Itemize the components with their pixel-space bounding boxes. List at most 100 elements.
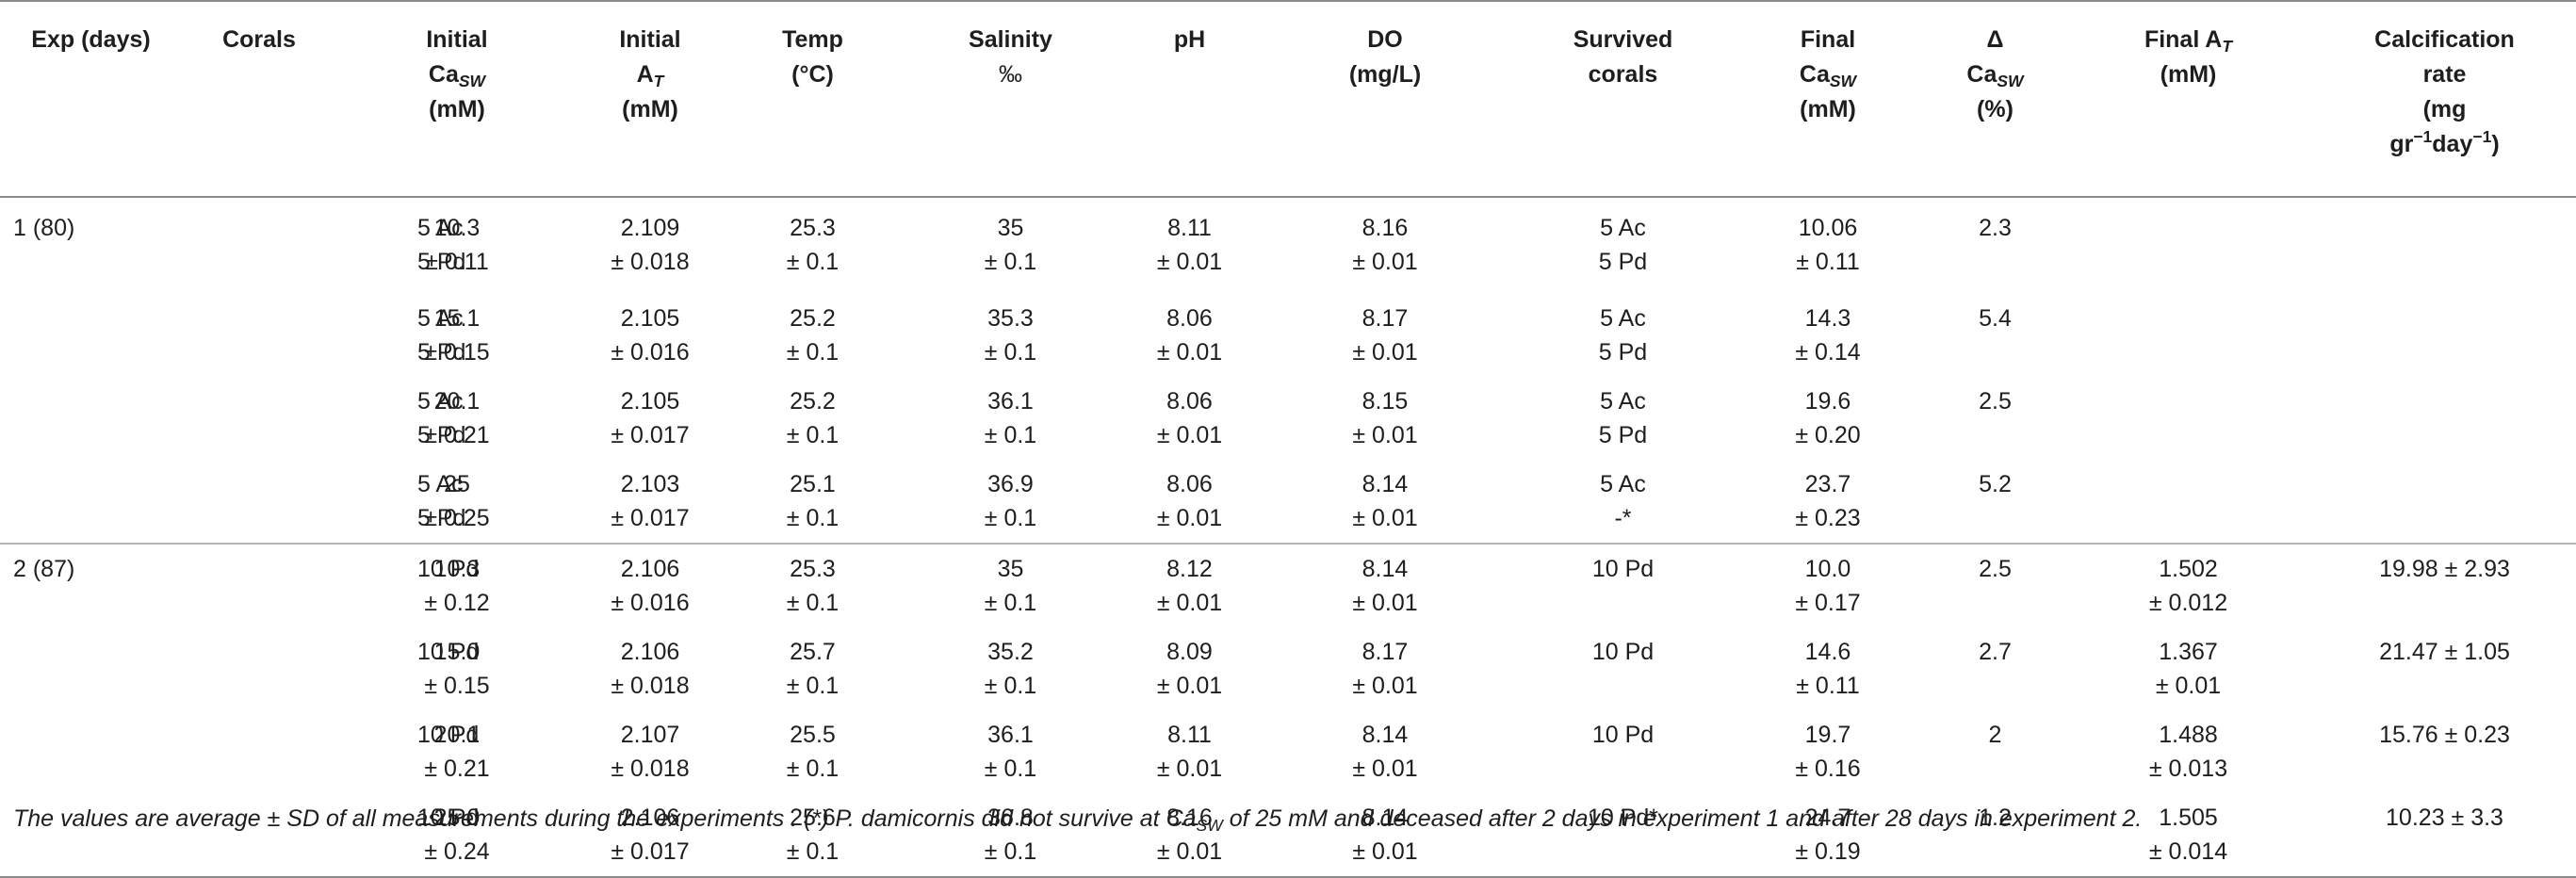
cell-do-line: 8.14 bbox=[1361, 805, 1409, 831]
table-body: 1 (80) 5 Ac 5 Pd 10.3 ± 0.11 2.109 ± 0.018 25.3… bbox=[0, 196, 2576, 878]
cell-survived-line: -* bbox=[1614, 505, 1632, 531]
cell-do-line: ± 0.01 bbox=[1352, 590, 1418, 616]
cell-initial-ca: 25 ± 0.25 bbox=[344, 460, 570, 544]
cell-calcification-rate: 21.47 ± 1.05 bbox=[2379, 639, 2510, 665]
table-row: 10 Pd 15.0 ± 0.15 2.106 ± 0.018 25.7 ± 0.1 35.2… bbox=[0, 627, 2576, 710]
cell-survived-line: 5 Pd bbox=[1598, 422, 1648, 448]
cell-survived-line: 5 Ac bbox=[1600, 471, 1646, 497]
cell-final-ca-line: 19.6 bbox=[1804, 388, 1851, 415]
cell-salinity-line: ± 0.1 bbox=[984, 505, 1037, 531]
cell-temp-line: 25.3 bbox=[790, 556, 836, 582]
cell-initial-at-line: 2.106 bbox=[620, 639, 680, 665]
cell-initial-ca: 15.0 ± 0.15 bbox=[344, 627, 570, 710]
cell-ph-line: 8.09 bbox=[1166, 639, 1213, 665]
cell-final-ca-line: 19.7 bbox=[1804, 722, 1851, 748]
header-salinity-line2: ‰ bbox=[999, 61, 1022, 88]
header-initial-at-line1: Initial bbox=[619, 26, 681, 53]
cell-salinity: 36.1 ± 0.1 bbox=[895, 710, 1126, 793]
cell-ph: 8.06 ± 0.01 bbox=[1126, 377, 1253, 460]
cell-final-ca: 10.06 ± 0.11 bbox=[1729, 196, 1927, 294]
cell-do-line: 8.16 bbox=[1361, 215, 1409, 241]
cell-initial-ca: 10.3 ± 0.11 bbox=[344, 196, 570, 294]
cell-corals: 10 Pd bbox=[417, 639, 480, 665]
cell-initial-ca-line: ± 0.21 bbox=[424, 756, 490, 782]
cell-salinity-line: 35 bbox=[997, 215, 1024, 241]
cell-ph-line: ± 0.01 bbox=[1156, 838, 1223, 865]
cell-do-line: ± 0.01 bbox=[1352, 422, 1418, 448]
header-final-at: Final AT (mM) bbox=[2063, 0, 2313, 198]
cell-do-line: 8.14 bbox=[1361, 471, 1409, 497]
cell-temp-line: 25.3 bbox=[790, 215, 836, 241]
cell-final-at-line: ± 0.013 bbox=[2148, 756, 2228, 782]
cell-salinity-line: ± 0.1 bbox=[984, 249, 1037, 275]
cell-initial-at-line: ± 0.017 bbox=[611, 838, 690, 865]
cell-final-ca: 19.6 ± 0.20 bbox=[1729, 377, 1927, 460]
cell-ph: 8.11 ± 0.01 bbox=[1126, 196, 1253, 294]
cell-salinity-line: 36.1 bbox=[987, 722, 1034, 748]
cell-salinity-line: ± 0.1 bbox=[984, 339, 1037, 366]
cell-survived-line: 5 Ac bbox=[1600, 215, 1646, 241]
cell-ph-line: ± 0.01 bbox=[1156, 422, 1223, 448]
header-temp-line1: Temp bbox=[782, 26, 843, 53]
cell-initial-at: 2.103 ± 0.017 bbox=[570, 460, 730, 544]
cell-initial-ca-line: ± 0.25 bbox=[424, 505, 490, 531]
cell-salinity-line: 36.1 bbox=[987, 388, 1034, 415]
cell-initial-at-line: 2.109 bbox=[620, 215, 680, 241]
cell-final-at-line: ± 0.012 bbox=[2148, 590, 2228, 616]
header-delta-ca-line2: CaSW bbox=[1966, 61, 2024, 90]
cell-temp-line: ± 0.1 bbox=[786, 590, 840, 616]
cell-final-ca: 10.0 ± 0.17 bbox=[1729, 543, 1927, 627]
cell-salinity: 35.3 ± 0.1 bbox=[895, 294, 1126, 377]
cell-do-line: ± 0.01 bbox=[1352, 249, 1418, 275]
cell-delta-ca: 5.4 bbox=[1979, 305, 2012, 332]
cell-do-line: 8.14 bbox=[1361, 722, 1409, 748]
header-ph: pH bbox=[1126, 0, 1253, 198]
cell-calcification-rate bbox=[2313, 196, 2576, 294]
cell-initial-at-line: 2.105 bbox=[620, 388, 680, 415]
cell-ph-line: 8.16 bbox=[1166, 805, 1213, 831]
cell-initial-at-line: ± 0.018 bbox=[611, 673, 690, 699]
cell-final-ca-line: ± 0.23 bbox=[1795, 505, 1861, 531]
cell-survived-line: 5 Ac bbox=[1600, 305, 1646, 332]
cell-initial-at-line: 2.107 bbox=[620, 722, 680, 748]
cell-survived: 5 Ac 5 Pd bbox=[1517, 196, 1729, 294]
cell-exp: 1 (80) bbox=[0, 196, 174, 294]
cell-temp: 25.3 ± 0.1 bbox=[730, 196, 895, 294]
cell-final-ca-line: 24.7 bbox=[1804, 805, 1851, 831]
cell-ph-line: 8.11 bbox=[1167, 215, 1212, 241]
header-final-at-line1: Final AT bbox=[2144, 26, 2233, 56]
cell-initial-ca-line: 25 bbox=[444, 471, 470, 497]
header-initial-ca-line3: (mM) bbox=[429, 96, 485, 122]
cell-calcification-rate: 10.23 ± 3.3 bbox=[2313, 793, 2576, 878]
cell-salinity: 36.9 ± 0.1 bbox=[895, 460, 1126, 544]
cell-salinity-line: 35.2 bbox=[987, 639, 1034, 665]
cell-temp-line: 25.1 bbox=[790, 471, 836, 497]
cell-final-at: 1.502 ± 0.012 bbox=[2063, 543, 2313, 627]
cell-salinity: 35 ± 0.1 bbox=[895, 196, 1126, 294]
cell-initial-at-line: ± 0.017 bbox=[611, 422, 690, 448]
cell-salinity-line: 36.9 bbox=[987, 471, 1034, 497]
cell-temp-line: ± 0.1 bbox=[786, 673, 840, 699]
cell-final-at-line: 1.488 bbox=[2159, 722, 2218, 748]
cell-final-ca-line: 10.06 bbox=[1798, 215, 1858, 241]
cell-ph-line: 8.06 bbox=[1166, 388, 1213, 415]
cell-calcification-rate: 19.98 ± 2.93 bbox=[2313, 543, 2576, 627]
cell-temp-line: 25.2 bbox=[790, 388, 836, 415]
cell-final-ca-line: 10.0 bbox=[1804, 556, 1851, 582]
header-survived: Survived corals bbox=[1517, 0, 1729, 198]
cell-do-line: ± 0.01 bbox=[1352, 673, 1418, 699]
cell-final-ca-line: ± 0.11 bbox=[1796, 673, 1860, 699]
cell-do: 8.16 ± 0.01 bbox=[1253, 196, 1517, 294]
cell-do-line: ± 0.01 bbox=[1352, 756, 1418, 782]
header-calcification-rate: Calcification rate (mg gr−1day−1) bbox=[2313, 0, 2576, 198]
cell-survived-line: 10 Pd bbox=[1591, 722, 1655, 748]
cell-corals: 5 Ac 5 Pd bbox=[417, 471, 466, 531]
cell-final-at-line: ± 0.01 bbox=[2155, 673, 2222, 699]
cell-do-line: 8.17 bbox=[1361, 305, 1409, 332]
cell-initial-at: 2.107 ± 0.018 bbox=[570, 710, 730, 793]
cell-do-line: ± 0.01 bbox=[1352, 339, 1418, 366]
cell-salinity-line: ± 0.1 bbox=[984, 756, 1037, 782]
cell-survived: 10 Pd bbox=[1517, 627, 1729, 710]
cell-initial-ca-line: 20.1 bbox=[433, 722, 481, 748]
